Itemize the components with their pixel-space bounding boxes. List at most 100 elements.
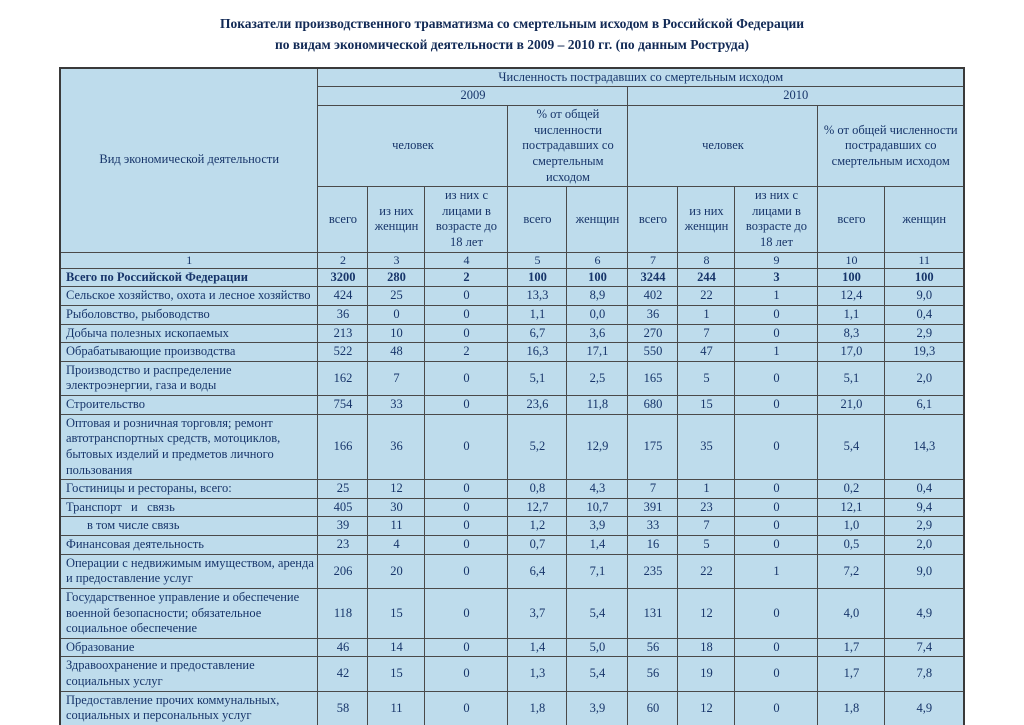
value-cell: 754	[317, 395, 369, 415]
page-title-line2: по видам экономической деятельности в 20…	[274, 36, 749, 52]
value-cell: 11	[367, 690, 426, 725]
value-cell: 2,0	[884, 360, 965, 397]
value-cell: 3,9	[566, 690, 629, 725]
value-cell: 213	[317, 323, 369, 344]
value-cell: 0,7	[507, 535, 568, 555]
subheader-pct-women-2009: женщин	[566, 186, 629, 253]
value-cell: 11,8	[566, 395, 629, 415]
value-cell: 2,5	[566, 360, 629, 397]
value-cell: 1,2	[507, 516, 568, 537]
table-row: Всего по Российской Федерации 3200 280 2 100…	[59, 267, 965, 288]
group-header-percent-2010: % от общей численности пострадавших со с…	[817, 105, 965, 188]
subheader-minors-2010: из них с лицами в возрасте до 18 лет	[734, 186, 819, 253]
value-cell: 1	[677, 479, 736, 499]
value-cell: 23	[317, 535, 369, 555]
value-cell: 8,3	[817, 323, 886, 344]
activity-label: Всего по Российской Федерации	[59, 267, 319, 288]
value-cell: 0	[734, 587, 819, 639]
value-cell: 48	[367, 342, 426, 362]
value-cell: 12,4	[817, 286, 886, 306]
value-cell: 12,1	[817, 497, 886, 518]
activity-label: Образование	[59, 637, 319, 658]
activity-label: Здравоохранение и предоставление социаль…	[59, 656, 319, 692]
table-row: Образование 46 14 0 1,4 5,0 56 18 0 1,7 7,4	[59, 637, 965, 658]
value-cell: 1	[734, 342, 819, 362]
value-cell: 30	[367, 497, 426, 518]
value-cell: 0	[734, 637, 819, 658]
value-cell: 5,4	[817, 413, 886, 481]
value-cell: 550	[627, 342, 679, 362]
value-cell: 206	[317, 553, 369, 589]
value-cell: 23,6	[507, 395, 568, 415]
value-cell: 12,7	[507, 497, 568, 518]
table-body: Всего по Российской Федерации 3200 280 2 100…	[59, 267, 965, 725]
value-cell: 10	[367, 323, 426, 344]
column-index: 6	[566, 251, 629, 269]
value-cell: 0	[424, 360, 509, 397]
value-cell: 5,1	[817, 360, 886, 397]
value-cell: 0	[424, 587, 509, 639]
value-cell: 100	[884, 267, 965, 288]
value-cell: 3,7	[507, 587, 568, 639]
column-index: 8	[677, 251, 736, 269]
value-cell: 12	[367, 479, 426, 499]
page-title: Показатели производственного травматизма…	[0, 0, 1024, 56]
value-cell: 0	[424, 323, 509, 344]
value-cell: 0	[734, 304, 819, 325]
value-cell: 0	[734, 413, 819, 481]
table-row: Предоставление прочих коммунальных, соци…	[59, 690, 965, 725]
activity-label: Добыча полезных ископаемых	[59, 323, 319, 344]
value-cell: 9,4	[884, 497, 965, 518]
value-cell: 3200	[317, 267, 369, 288]
value-cell: 13,3	[507, 286, 568, 306]
value-cell: 0	[367, 304, 426, 325]
value-cell: 12,9	[566, 413, 629, 481]
value-cell: 0	[424, 656, 509, 692]
column-index: 9	[734, 251, 819, 269]
value-cell: 0	[424, 535, 509, 555]
group-header-people-2010: человек	[627, 105, 819, 188]
column-index: 5	[507, 251, 568, 269]
value-cell: 0	[424, 479, 509, 499]
activity-label: Сельское хозяйство, охота и лесное хозяй…	[59, 286, 319, 306]
value-cell: 1,8	[817, 690, 886, 725]
activity-label: Гостиницы и рестораны, всего:	[59, 479, 319, 499]
value-cell: 8,9	[566, 286, 629, 306]
value-cell: 2,9	[884, 516, 965, 537]
value-cell: 46	[317, 637, 369, 658]
value-cell: 244	[677, 267, 736, 288]
value-cell: 11	[367, 516, 426, 537]
value-cell: 22	[677, 286, 736, 306]
value-cell: 36	[627, 304, 679, 325]
value-cell: 0,2	[817, 479, 886, 499]
value-cell: 14,3	[884, 413, 965, 481]
value-cell: 5	[677, 360, 736, 397]
activity-label: Строительство	[59, 395, 319, 415]
table-row: в том числе связь 39 11 0 1,2 3,9 33 7 0 1,0 2,9	[59, 516, 965, 537]
activity-label: Производство и распределение электроэнер…	[59, 360, 319, 397]
value-cell: 166	[317, 413, 369, 481]
value-cell: 7	[367, 360, 426, 397]
value-cell: 10,7	[566, 497, 629, 518]
table-row: Транспорт и связь 405 30 0 12,7 10,7 391 23 0 12,…	[59, 497, 965, 518]
value-cell: 3,6	[566, 323, 629, 344]
value-cell: 100	[507, 267, 568, 288]
value-cell: 4,3	[566, 479, 629, 499]
value-cell: 175	[627, 413, 679, 481]
injury-statistics-table: Вид экономической деятельности Численнос…	[58, 66, 966, 725]
value-cell: 12	[677, 587, 736, 639]
column-index: 11	[884, 251, 965, 269]
value-cell: 18	[677, 637, 736, 658]
value-cell: 7	[627, 479, 679, 499]
activity-label: Предоставление прочих коммунальных, соци…	[59, 690, 319, 725]
header-row-groups: человек % от общей численности пострадав…	[60, 105, 965, 188]
value-cell: 280	[367, 267, 426, 288]
value-cell: 5,0	[566, 637, 629, 658]
value-cell: 0	[424, 553, 509, 589]
value-cell: 25	[367, 286, 426, 306]
column-index: 10	[817, 251, 886, 269]
value-cell: 0	[424, 516, 509, 537]
table-row: Гостиницы и рестораны, всего: 25 12 0 0,8 4,3…	[59, 479, 965, 499]
value-cell: 0	[734, 360, 819, 397]
